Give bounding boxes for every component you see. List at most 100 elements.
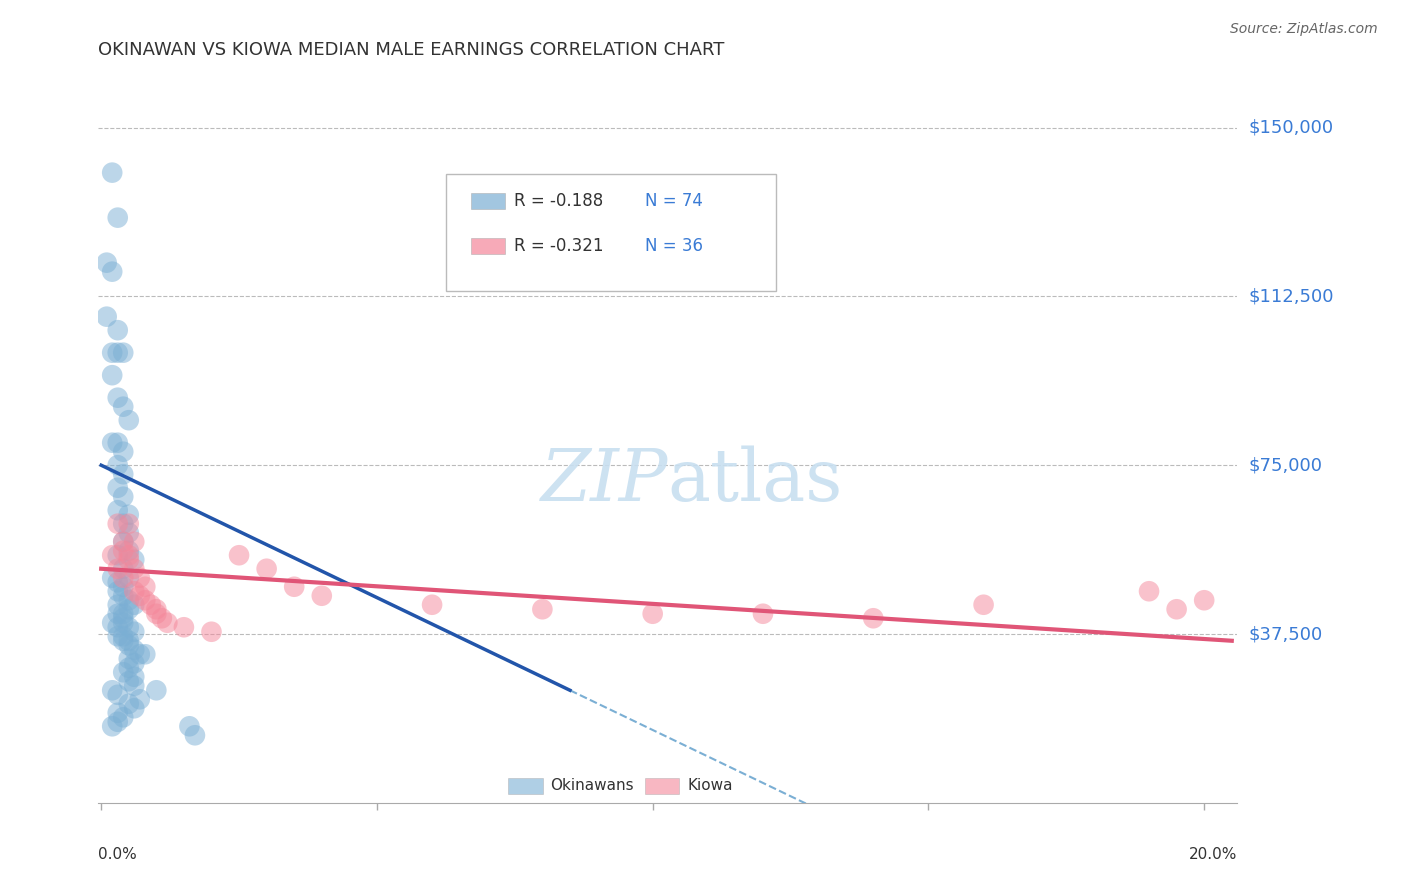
Point: [101, 265, 124, 279]
Point: [112, 490, 135, 504]
Point: [118, 633, 141, 648]
Point: [112, 562, 135, 576]
Point: [118, 508, 141, 522]
Point: [118, 548, 141, 562]
Point: [122, 670, 145, 684]
Point: [101, 548, 124, 562]
Point: [112, 665, 135, 680]
Point: [122, 562, 145, 576]
Point: [101, 166, 124, 180]
Text: OKINAWAN VS KIOWA MEDIAN MALE EARNINGS CORRELATION CHART: OKINAWAN VS KIOWA MEDIAN MALE EARNINGS C…: [98, 41, 725, 59]
Point: [122, 657, 145, 671]
Point: [118, 543, 141, 558]
Point: [752, 607, 775, 621]
Point: [128, 589, 150, 603]
Point: [107, 607, 129, 621]
Point: [107, 458, 129, 473]
Point: [973, 598, 995, 612]
Text: $75,000: $75,000: [1249, 456, 1323, 475]
Point: [179, 719, 201, 733]
Point: [1137, 584, 1160, 599]
FancyBboxPatch shape: [471, 193, 505, 209]
Point: [1192, 593, 1215, 607]
Point: [311, 589, 333, 603]
Point: [107, 548, 129, 562]
Point: [145, 683, 167, 698]
Point: [112, 467, 135, 482]
Point: [134, 580, 156, 594]
Point: [128, 692, 150, 706]
Point: [112, 710, 135, 724]
Point: [107, 503, 129, 517]
Point: [283, 580, 305, 594]
Point: [112, 607, 135, 621]
Point: [112, 615, 135, 630]
Text: Source: ZipAtlas.com: Source: ZipAtlas.com: [1230, 22, 1378, 37]
Point: [101, 345, 124, 359]
Point: [118, 638, 141, 652]
Point: [118, 697, 141, 711]
Point: [112, 534, 135, 549]
Point: [112, 633, 135, 648]
Point: [420, 598, 443, 612]
Point: [134, 647, 156, 661]
Point: [112, 571, 135, 585]
Point: [122, 624, 145, 639]
Point: [107, 598, 129, 612]
Point: [107, 481, 129, 495]
Point: [101, 435, 124, 450]
Point: [1166, 602, 1188, 616]
Point: [134, 593, 156, 607]
Point: [96, 310, 118, 324]
Point: [107, 714, 129, 729]
Text: $37,500: $37,500: [1249, 625, 1323, 643]
Text: N = 74: N = 74: [645, 192, 703, 210]
Point: [122, 642, 145, 657]
Point: [139, 598, 162, 612]
Point: [173, 620, 195, 634]
Text: atlas: atlas: [668, 446, 844, 516]
Point: [107, 516, 129, 531]
FancyBboxPatch shape: [645, 778, 679, 794]
Point: [107, 391, 129, 405]
Point: [107, 629, 129, 643]
Point: [112, 400, 135, 414]
Point: [112, 629, 135, 643]
Point: [107, 620, 129, 634]
Point: [145, 602, 167, 616]
Text: 0.0%: 0.0%: [98, 847, 138, 862]
Point: [118, 413, 141, 427]
Point: [122, 598, 145, 612]
Point: [107, 211, 129, 225]
Point: [200, 624, 222, 639]
Point: [118, 661, 141, 675]
Point: [118, 674, 141, 689]
Point: [112, 589, 135, 603]
Point: [122, 584, 145, 599]
Point: [184, 728, 207, 742]
Text: 20.0%: 20.0%: [1189, 847, 1237, 862]
Point: [145, 607, 167, 621]
Point: [156, 615, 179, 630]
Point: [107, 435, 129, 450]
Point: [107, 345, 129, 359]
Point: [118, 516, 141, 531]
Point: [128, 571, 150, 585]
Point: [531, 602, 554, 616]
Point: [122, 553, 145, 567]
Point: [112, 580, 135, 594]
Point: [107, 323, 129, 337]
Point: [118, 602, 141, 616]
Point: [122, 679, 145, 693]
Point: [101, 571, 124, 585]
Point: [256, 562, 278, 576]
Point: [118, 553, 141, 567]
Point: [107, 562, 129, 576]
Point: [118, 593, 141, 607]
Point: [112, 543, 135, 558]
Point: [96, 255, 118, 269]
Point: [150, 611, 173, 625]
Text: Okinawans: Okinawans: [551, 779, 634, 794]
Point: [112, 516, 135, 531]
Text: $112,500: $112,500: [1249, 287, 1334, 305]
